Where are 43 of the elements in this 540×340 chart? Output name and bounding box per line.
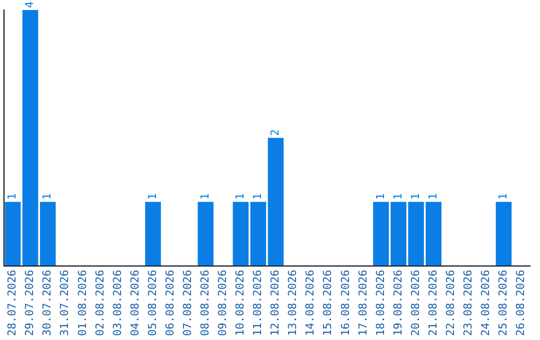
x-tick-label: 14.08.2026 bbox=[304, 270, 317, 336]
x-tick-label: 24.08.2026 bbox=[479, 270, 492, 336]
x-tick-label: 11.08.2026 bbox=[251, 270, 264, 336]
x-tick-label: 17.08.2026 bbox=[356, 270, 370, 336]
x-tick-label: 16.08.2026 bbox=[338, 270, 352, 336]
data-label: 1 bbox=[374, 193, 387, 200]
x-tick-label: 10.08.2026 bbox=[234, 270, 247, 336]
x-tick-label: 01.08.2026 bbox=[76, 270, 89, 336]
x-tick-label: 29.07.2026 bbox=[23, 270, 36, 336]
x-tick-label: 03.08.2026 bbox=[110, 270, 124, 336]
x-tick-label: 13.08.2026 bbox=[286, 270, 300, 336]
x-tick-label: 02.08.2026 bbox=[93, 270, 106, 336]
data-label: 1 bbox=[426, 193, 440, 200]
data-label: 1 bbox=[146, 193, 159, 200]
x-tick-label: 08.08.2026 bbox=[198, 270, 212, 336]
x-tick-label: 09.08.2026 bbox=[216, 270, 230, 336]
data-label: 4 bbox=[23, 1, 36, 8]
data-label: 1 bbox=[391, 193, 404, 200]
x-tick-label: 31.07.2026 bbox=[58, 270, 72, 336]
data-label: 2 bbox=[268, 129, 282, 136]
x-tick-label: 07.08.2026 bbox=[180, 270, 194, 336]
x-tick-label: 19.08.2026 bbox=[391, 270, 404, 336]
x-tick-label: 25.08.2026 bbox=[496, 270, 510, 336]
x-tick-label: 20.08.2026 bbox=[408, 270, 422, 336]
data-label: 1 bbox=[40, 193, 54, 200]
data-label: 1 bbox=[234, 193, 247, 200]
x-tick-label: 06.08.2026 bbox=[163, 270, 176, 336]
x-tick-label: 28.07.2026 bbox=[6, 270, 19, 336]
data-label: 1 bbox=[6, 193, 19, 200]
data-label: 1 bbox=[496, 193, 510, 200]
x-tick-label: 30.07.2026 bbox=[40, 270, 54, 336]
x-tick-label: 04.08.2026 bbox=[128, 270, 142, 336]
data-label: 1 bbox=[198, 193, 212, 200]
x-tick-label: 23.08.2026 bbox=[461, 270, 474, 336]
x-tick-label: 18.08.2026 bbox=[374, 270, 387, 336]
x-tick-label: 15.08.2026 bbox=[321, 270, 334, 336]
x-tick-label: 12.08.2026 bbox=[268, 270, 282, 336]
x-tick-label: 05.08.2026 bbox=[146, 270, 159, 336]
data-label: 1 bbox=[408, 193, 422, 200]
x-tick-label: 22.08.2026 bbox=[444, 270, 457, 336]
x-tick-label: 21.08.2026 bbox=[426, 270, 440, 336]
x-tick-label: 26.08.2026 bbox=[514, 270, 528, 336]
data-label: 1 bbox=[251, 193, 264, 200]
